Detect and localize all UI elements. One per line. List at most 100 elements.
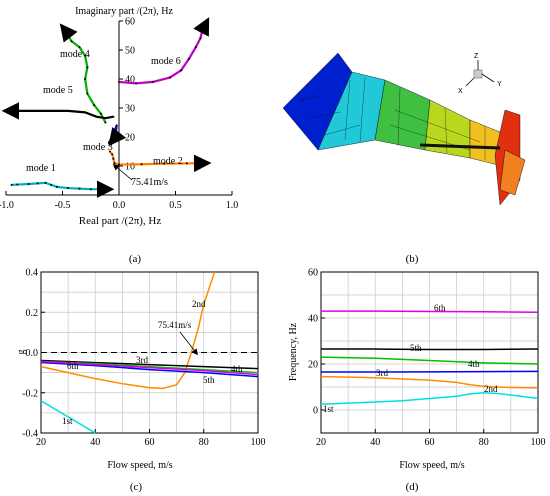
a-point <box>104 117 107 120</box>
c-x-tick-label: 60 <box>145 437 155 448</box>
triad-x-axis <box>465 77 475 87</box>
a-label-mode2: mode 2 <box>153 156 183 167</box>
caption-a: (a) <box>129 253 142 265</box>
c-label-1st: 1st <box>62 416 73 426</box>
a-point <box>113 162 116 165</box>
triad-x-label: X <box>458 88 463 95</box>
c-label-4th: 4th <box>231 364 243 374</box>
a-annotation-arrow <box>112 163 133 181</box>
c-series-3rd <box>40 359 259 370</box>
d-label-1st: 1st <box>323 404 334 414</box>
triad-z-label: Z <box>474 53 479 60</box>
panel-c-damping-chart: 20 40 60 80 100 -0.4 -0.2 0.0 0.2 0.4 1st 2nd 3rd… <box>16 268 266 494</box>
c-y-tick-label: 0.2 <box>26 308 39 319</box>
c-x-tick-label: 80 <box>199 437 209 448</box>
caption-b: (b) <box>406 253 419 265</box>
c-y-tick-label: 0.0 <box>26 348 39 359</box>
mesh-grid-lines <box>299 77 486 160</box>
a-point <box>95 115 98 118</box>
a-point <box>55 185 58 188</box>
a-point <box>108 150 111 153</box>
a-point <box>180 69 183 72</box>
a-x-axis-label: Real part /(2π), Hz <box>79 215 162 227</box>
d-series-2nd <box>320 375 539 389</box>
d-x-tick-label: 40 <box>370 437 380 448</box>
panel-a-root-locus: -1.0 -0.5 0.0 0.5 1.0 10 20 30 40 50 60 Real part … <box>0 6 238 265</box>
a-label-mode3: mode 3 <box>83 142 113 153</box>
panel-b-mode-shape: Z Y X (b) <box>282 52 526 265</box>
a-point <box>84 78 87 80</box>
a-y-tick-label: 30 <box>125 104 135 115</box>
a-y-tick-label: 10 <box>125 162 135 173</box>
c-y-tick-label: -0.4 <box>22 429 38 440</box>
a-point <box>140 163 143 166</box>
a-y-tick-label: 50 <box>125 46 135 57</box>
a-point <box>93 104 96 107</box>
caption-d: (d) <box>406 481 419 493</box>
a-point <box>10 183 13 186</box>
a-point <box>99 112 102 115</box>
a-point <box>16 183 19 186</box>
a-point <box>112 138 115 141</box>
a-point <box>188 57 191 60</box>
a-point <box>33 109 36 112</box>
a-x-tick-label: -0.5 <box>55 200 71 211</box>
c-y-axis-label: g <box>16 350 27 355</box>
a-point <box>89 188 92 191</box>
a-point <box>67 187 70 190</box>
a-point <box>112 157 115 160</box>
c-label-2nd: 2nd <box>192 299 206 309</box>
a-y-tick-label: 40 <box>125 75 135 86</box>
a-point <box>201 28 204 31</box>
a-point <box>36 182 39 185</box>
a-y-axis-label: Imaginary part /(2π), Hz <box>75 6 173 17</box>
c-annotation-arrow <box>179 331 198 356</box>
c-series-1st <box>40 400 96 434</box>
c-y-tick-label: 0.4 <box>26 268 39 279</box>
a-point <box>151 80 154 83</box>
a-annotation-flutter-speed: 75.41m/s <box>131 177 168 188</box>
mesh-section-outer <box>424 99 471 159</box>
a-point <box>104 121 107 124</box>
a-x-tick-label: 1.0 <box>226 200 239 211</box>
d-x-tick-label: 20 <box>316 437 326 448</box>
c-series-2nd <box>40 271 216 390</box>
triad-box <box>473 69 483 79</box>
d-label-2nd: 2nd <box>484 384 498 394</box>
c-label-6th: 6th <box>67 361 79 371</box>
a-point <box>112 115 115 118</box>
d-y-tick-label: 20 <box>308 360 318 371</box>
a-series-mode-1 <box>11 180 115 198</box>
d-series-3rd <box>321 370 539 373</box>
a-x-tick-label: 0.0 <box>113 200 126 211</box>
a-point <box>86 66 89 69</box>
a-point <box>84 111 87 114</box>
c-x-tick-label: 20 <box>36 437 46 448</box>
a-point <box>118 163 120 166</box>
a-label-mode6: mode 6 <box>151 56 181 67</box>
c-label-3rd: 3rd <box>136 355 148 365</box>
a-series-mode-4 <box>59 23 107 124</box>
a-point <box>110 141 113 144</box>
mesh-section-tail-lower <box>499 149 526 196</box>
coordinate-triad: Z Y X <box>458 53 502 95</box>
caption-c: (c) <box>130 481 143 493</box>
a-point <box>168 76 171 79</box>
a-point <box>67 34 70 37</box>
d-label-3rd: 3rd <box>376 368 388 378</box>
a-point <box>185 162 188 165</box>
d-series-4th <box>320 356 539 365</box>
a-point <box>108 188 111 191</box>
a-series-mode-6 <box>118 17 210 85</box>
d-label-6th: 6th <box>434 303 446 313</box>
d-label-4th: 4th <box>468 359 480 369</box>
a-point <box>63 28 66 31</box>
a-point <box>44 181 47 184</box>
c-annotation-flutter-speed: 75.41m/s <box>158 320 192 330</box>
a-point <box>134 82 137 85</box>
a-point <box>206 162 209 165</box>
a-point <box>50 183 53 186</box>
d-y-tick-label: 60 <box>308 268 318 279</box>
a-point <box>67 109 70 112</box>
c-series-5th <box>40 361 259 378</box>
